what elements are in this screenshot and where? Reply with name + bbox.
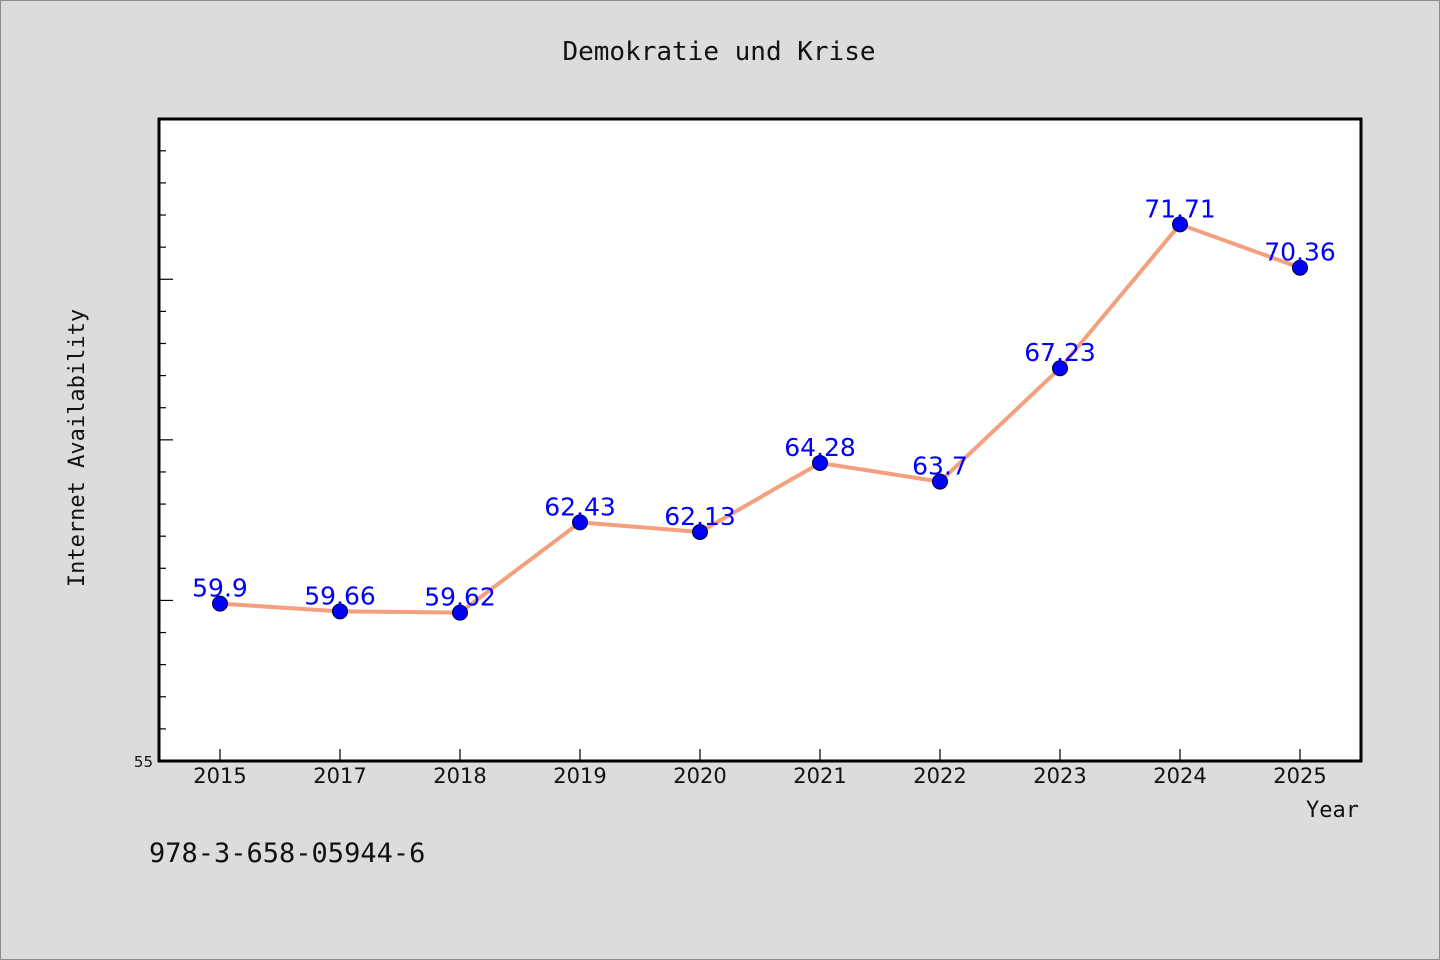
x-tick-label: 2018 — [433, 764, 486, 788]
x-tick-label: 2024 — [1153, 764, 1206, 788]
x-tick-label: 2019 — [553, 764, 606, 788]
y-axis-label: Internet Availability — [65, 309, 90, 587]
x-tick-label: 2017 — [313, 764, 366, 788]
x-tick-label: 2025 — [1273, 764, 1326, 788]
data-label: 67.23 — [1024, 338, 1096, 367]
data-point — [932, 473, 948, 490]
data-point — [812, 454, 828, 471]
x-tick-label: 2023 — [1033, 764, 1086, 788]
x-axis-label: Year — [1306, 798, 1359, 823]
data-point — [1052, 360, 1068, 377]
data-label: 62.43 — [544, 492, 616, 521]
data-label: 59.62 — [424, 583, 496, 612]
isbn-footnote: 978-3-658-05944-6 — [149, 838, 425, 869]
y-tick-label: 55 — [134, 753, 153, 771]
data-label: 64.28 — [784, 433, 856, 462]
x-axis-ticks: 2015 2017 2018 2019 2020 2021 2022 2023 2024 2025 — [193, 749, 1327, 788]
data-point — [332, 603, 348, 620]
data-point — [1292, 259, 1308, 276]
data-labels: 59.9 59.66 59.62 62.43 62.13 64.28 63.7 67.23 71… — [192, 194, 1336, 611]
data-markers — [212, 216, 1308, 621]
plot-area — [157, 117, 1363, 763]
data-label: 62.13 — [664, 502, 736, 531]
y-axis-ticks: 55 — [134, 150, 173, 771]
x-tick-label: 2022 — [913, 764, 966, 788]
data-label: 70.36 — [1264, 238, 1336, 267]
data-point — [212, 595, 228, 612]
x-tick-label: 2021 — [793, 764, 846, 788]
data-point — [572, 514, 588, 531]
x-tick-label: 2020 — [673, 764, 726, 788]
data-label: 59.9 — [192, 574, 248, 603]
data-point — [692, 524, 708, 541]
data-label: 63.7 — [912, 452, 968, 481]
data-label: 59.66 — [304, 581, 376, 610]
series-line — [219, 222, 1301, 615]
data-point — [452, 604, 468, 621]
x-tick-label: 2015 — [193, 764, 246, 788]
data-point — [1172, 216, 1188, 233]
data-label: 71.71 — [1144, 194, 1216, 223]
chart-title: Demokratie und Krise — [562, 37, 875, 67]
